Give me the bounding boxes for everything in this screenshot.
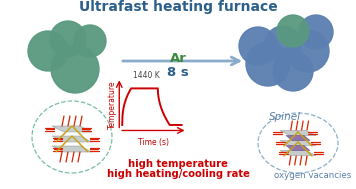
Ellipse shape	[32, 101, 112, 173]
Polygon shape	[280, 150, 316, 156]
Polygon shape	[286, 146, 310, 150]
Circle shape	[299, 15, 333, 49]
Text: Time (s): Time (s)	[137, 138, 169, 147]
Text: high heating/cooling rate: high heating/cooling rate	[106, 169, 250, 179]
Circle shape	[74, 25, 106, 57]
Polygon shape	[52, 136, 92, 142]
Text: high temperature: high temperature	[128, 159, 228, 169]
Circle shape	[51, 45, 99, 93]
Circle shape	[265, 26, 301, 62]
Polygon shape	[280, 130, 316, 136]
Ellipse shape	[258, 113, 338, 173]
Text: Temperature: Temperature	[108, 81, 117, 129]
Polygon shape	[52, 126, 92, 132]
Circle shape	[287, 30, 329, 72]
Text: 1440 K: 1440 K	[133, 71, 159, 80]
Text: Ar: Ar	[169, 53, 187, 66]
Circle shape	[277, 15, 309, 47]
Text: oxygen vacancies: oxygen vacancies	[274, 170, 352, 180]
Text: Spinel: Spinel	[269, 112, 301, 122]
Circle shape	[246, 42, 290, 86]
Circle shape	[50, 21, 86, 57]
Polygon shape	[280, 140, 316, 146]
Text: Ultrafast heating furnace: Ultrafast heating furnace	[79, 0, 277, 14]
Circle shape	[28, 31, 68, 71]
Polygon shape	[286, 136, 310, 140]
Circle shape	[273, 51, 313, 91]
Polygon shape	[52, 146, 92, 152]
Text: 8 s: 8 s	[167, 67, 189, 80]
Circle shape	[239, 27, 277, 65]
